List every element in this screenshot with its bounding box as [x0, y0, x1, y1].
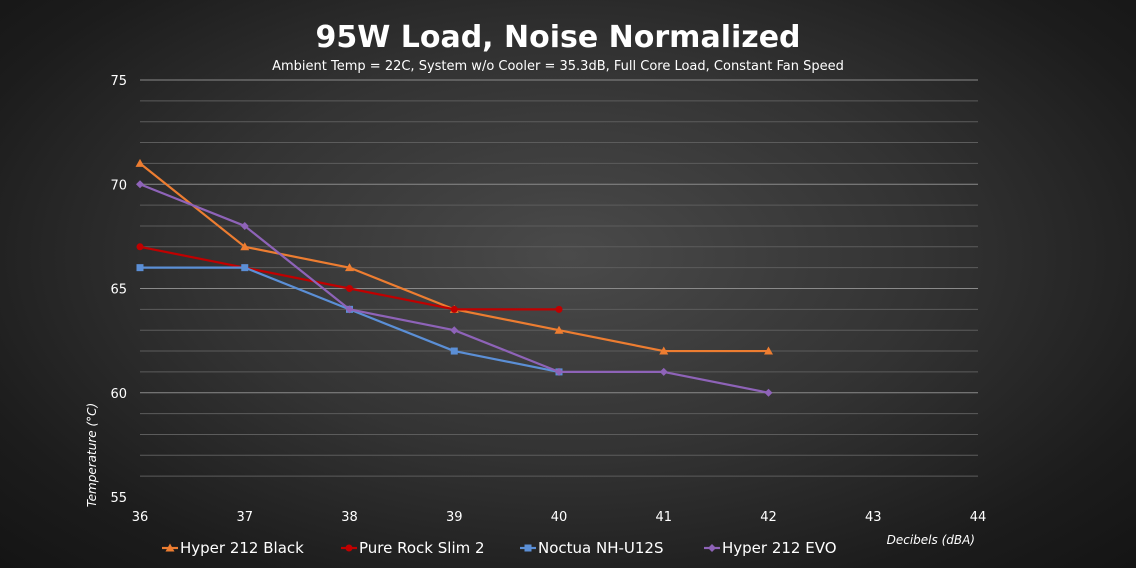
legend-item: Pure Rock Slim 2 [341, 539, 485, 557]
series-hyper-212-evo [136, 180, 773, 397]
legend-label: Pure Rock Slim 2 [359, 539, 485, 557]
x-axis-label: Decibels (dBA) [887, 533, 975, 547]
legend-marker [708, 544, 716, 552]
x-tick-label: 40 [551, 510, 568, 525]
data-point [136, 180, 144, 189]
x-tick-label: 39 [446, 510, 463, 525]
y-tick-label: 65 [110, 283, 127, 298]
data-point [346, 285, 353, 292]
data-point [659, 346, 669, 355]
series-line [139, 245, 559, 311]
grid [140, 79, 978, 477]
data-point [240, 242, 250, 251]
y-tick-label: 70 [110, 178, 127, 193]
data-point [450, 326, 459, 335]
x-tick-label: 41 [655, 510, 672, 525]
data-point [555, 305, 563, 313]
legend-marker [524, 544, 532, 552]
y-axis-label: Temperature (°C) [85, 403, 99, 507]
data-point [241, 264, 249, 272]
x-tick-label: 44 [970, 510, 987, 525]
legend-label: Noctua NH-U12S [538, 539, 664, 557]
x-tick-label: 38 [341, 510, 358, 525]
data-point [240, 221, 249, 230]
series-pure-rock-slim-2 [136, 243, 563, 313]
series-noctua-nh-u12s [136, 264, 563, 376]
data-point [764, 346, 773, 355]
axis-ticks: 55 60 65 70 75 36 37 38 39 40 41 42 43 44 [110, 74, 986, 525]
x-tick-label: 37 [236, 510, 253, 525]
data-point [764, 388, 773, 397]
legend-label: Hyper 212 EVO [722, 539, 837, 557]
x-tick-label: 42 [760, 510, 777, 525]
series-hyper-212-black [135, 158, 773, 355]
y-tick-label: 75 [110, 74, 127, 89]
legend-item: Noctua NH-U12S [520, 539, 664, 557]
y-tick-label: 60 [110, 387, 127, 402]
chart-subtitle: Ambient Temp = 22C, System w/o Cooler = … [272, 59, 844, 74]
x-tick-label: 36 [132, 510, 149, 525]
data-point [136, 264, 144, 272]
data-point [345, 263, 354, 272]
legend-label: Hyper 212 Black [180, 539, 304, 557]
chart-title: 95W Load, Noise Normalized [315, 20, 800, 55]
data-point [659, 367, 668, 376]
legend-item: Hyper 212 EVO [704, 539, 837, 557]
series-line [139, 162, 769, 353]
y-tick-label: 55 [110, 491, 127, 506]
legend-item: Hyper 212 Black [162, 539, 304, 557]
x-tick-label: 43 [865, 510, 882, 525]
data-point [450, 347, 458, 355]
series-line [140, 266, 560, 373]
data-point [554, 325, 564, 334]
legend-marker [345, 544, 353, 552]
data-point [136, 243, 144, 251]
data-point [555, 367, 563, 376]
legend: Hyper 212 Black Pure Rock Slim 2 Noctua NH… [162, 539, 837, 557]
data-point [450, 305, 458, 313]
series [135, 158, 773, 397]
legend-marker [165, 543, 175, 552]
data-point [345, 305, 354, 314]
data-point [135, 158, 145, 167]
